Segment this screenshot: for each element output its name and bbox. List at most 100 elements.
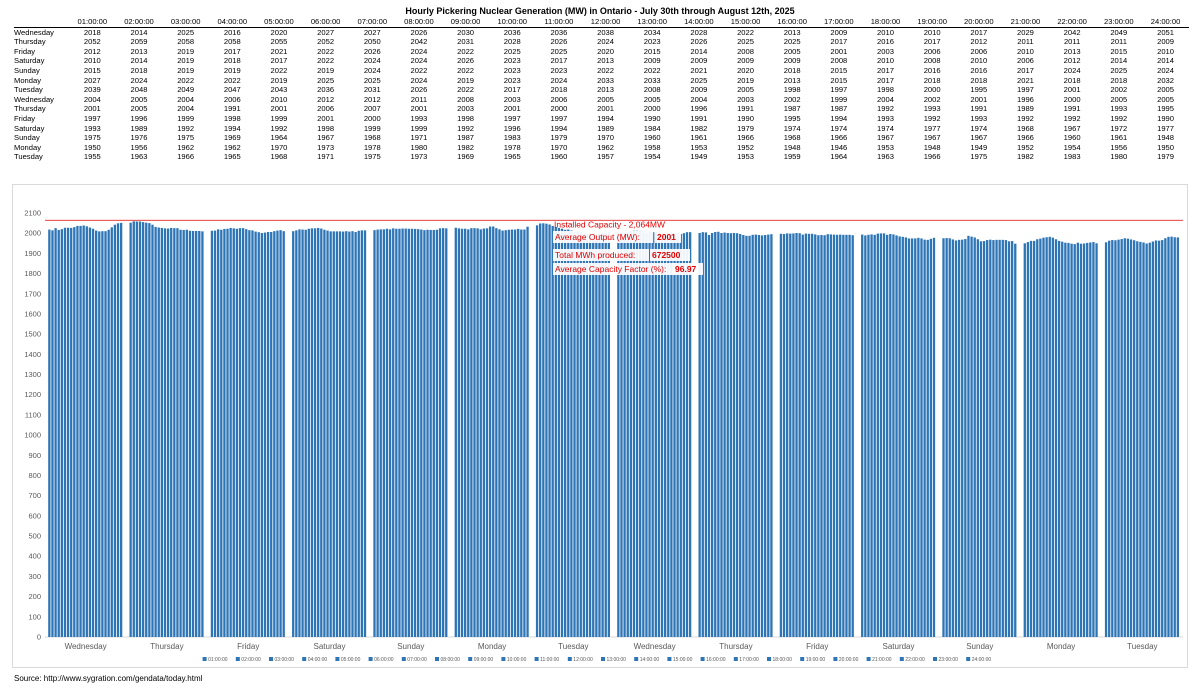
x-category-label: Wednesday: [634, 642, 676, 651]
table-cell: 1991: [1063, 104, 1081, 114]
bar: [642, 231, 645, 637]
legend-swatch: [468, 657, 473, 661]
annotation-label: Average Output (MW):: [555, 232, 640, 242]
x-category-label: Monday: [478, 642, 506, 651]
bar: [551, 225, 554, 638]
legend-swatch: [634, 657, 639, 661]
bar: [679, 234, 682, 637]
table-cell: 2031: [457, 37, 475, 47]
legend-swatch: [966, 657, 971, 661]
table-cell: 1962: [597, 142, 614, 152]
table-cell: 2025: [363, 75, 381, 85]
table-cell: 2017: [970, 27, 988, 37]
bar: [82, 225, 85, 637]
row-day-label: Saturday: [14, 123, 45, 133]
table-cell: 2021: [270, 46, 288, 56]
table-cell: 1993: [410, 113, 428, 123]
table-cell: 1991: [690, 113, 708, 123]
legend-swatch: [435, 657, 439, 661]
table-cell: 2020: [270, 27, 288, 37]
legend-swatch: [269, 657, 273, 661]
bar: [964, 239, 967, 638]
table-cell: 2016: [877, 37, 894, 47]
bar: [438, 228, 442, 637]
bar: [304, 229, 307, 637]
bar: [235, 228, 239, 637]
table-cell: 1963: [130, 152, 148, 162]
column-header: 02:00:00: [115, 17, 163, 28]
table-cell: 2024: [410, 75, 428, 85]
table-cell: 2018: [783, 65, 801, 75]
column-header: 08:00:00: [395, 17, 443, 28]
bar: [742, 235, 745, 637]
table-cell: 2021: [690, 65, 708, 75]
table-cell: 1966: [1017, 133, 1034, 143]
table-cell: 1974: [970, 123, 988, 133]
table-cell: 2042: [410, 37, 428, 47]
column-header: 14:00:00: [675, 17, 723, 28]
table-cell: 2005: [130, 104, 148, 114]
bar: [535, 225, 539, 637]
bar: [76, 225, 79, 638]
bar: [348, 231, 351, 637]
bar: [682, 233, 686, 637]
bar: [639, 230, 642, 637]
bar: [545, 223, 548, 637]
table-cell: 2017: [503, 85, 521, 95]
table-cell: 2022: [457, 85, 475, 95]
table-cell: 2027: [363, 27, 381, 37]
table-cell: 2009: [643, 56, 661, 66]
legend-label: 05:00:00: [341, 657, 361, 663]
column-header: 09:00:00: [442, 17, 489, 28]
table-cell: 1995: [1157, 104, 1174, 114]
table-cell: 1992: [457, 123, 475, 133]
table-cell: 2009: [737, 56, 754, 66]
table-cell: 2008: [923, 56, 941, 66]
table-cell: 2025: [317, 75, 335, 85]
bar: [839, 234, 842, 637]
row-day-label: Thursday: [14, 104, 46, 114]
bar: [104, 231, 107, 638]
table-cell: 2012: [83, 46, 101, 56]
table-cell: 1984: [643, 123, 661, 133]
table-cell: 1968: [1017, 123, 1034, 133]
table-cell: 2024: [1157, 65, 1174, 75]
bar: [185, 229, 188, 637]
table-cell: 2039: [83, 85, 101, 95]
row-day-label: Sunday: [14, 65, 40, 75]
table-cell: 2016: [923, 65, 941, 75]
table-cell: 2000: [923, 85, 941, 95]
table-cell: 2005: [1157, 85, 1174, 95]
bar: [826, 234, 829, 637]
bar: [929, 238, 933, 637]
table-cell: 1969: [223, 133, 241, 143]
bar: [1170, 236, 1173, 637]
bar: [567, 229, 570, 637]
table-cell: 2022: [317, 46, 335, 56]
bar: [201, 231, 204, 637]
bar: [898, 236, 901, 638]
bar: [1023, 243, 1026, 637]
table-cell: 2010: [83, 56, 101, 66]
table-cell: 1993: [923, 104, 941, 114]
legend-label: 21:00:00: [872, 657, 892, 663]
source-note: Source: http://www.sygration.com/gendata…: [14, 674, 203, 683]
table-row: Thursday 2052 2059 2058 2058 2055 2052 2050 2042…: [14, 37, 1189, 47]
bar: [995, 239, 998, 637]
table-cell: 1989: [1017, 104, 1034, 114]
bar: [145, 222, 148, 637]
table-cell: 1967: [970, 133, 988, 143]
table-cell: 2006: [550, 94, 568, 104]
table-cell: 2023: [503, 75, 521, 85]
table-cell: 1992: [177, 123, 195, 133]
bar: [119, 222, 123, 637]
bar: [548, 224, 551, 637]
annotation-label-box: [553, 231, 653, 243]
bar: [735, 233, 739, 637]
legend-swatch: [767, 657, 771, 661]
table-cell: 2019: [177, 56, 195, 66]
table-cell: 1993: [877, 113, 894, 123]
bar: [973, 237, 976, 637]
bar: [101, 231, 104, 638]
table-cell: 2001: [503, 104, 521, 114]
